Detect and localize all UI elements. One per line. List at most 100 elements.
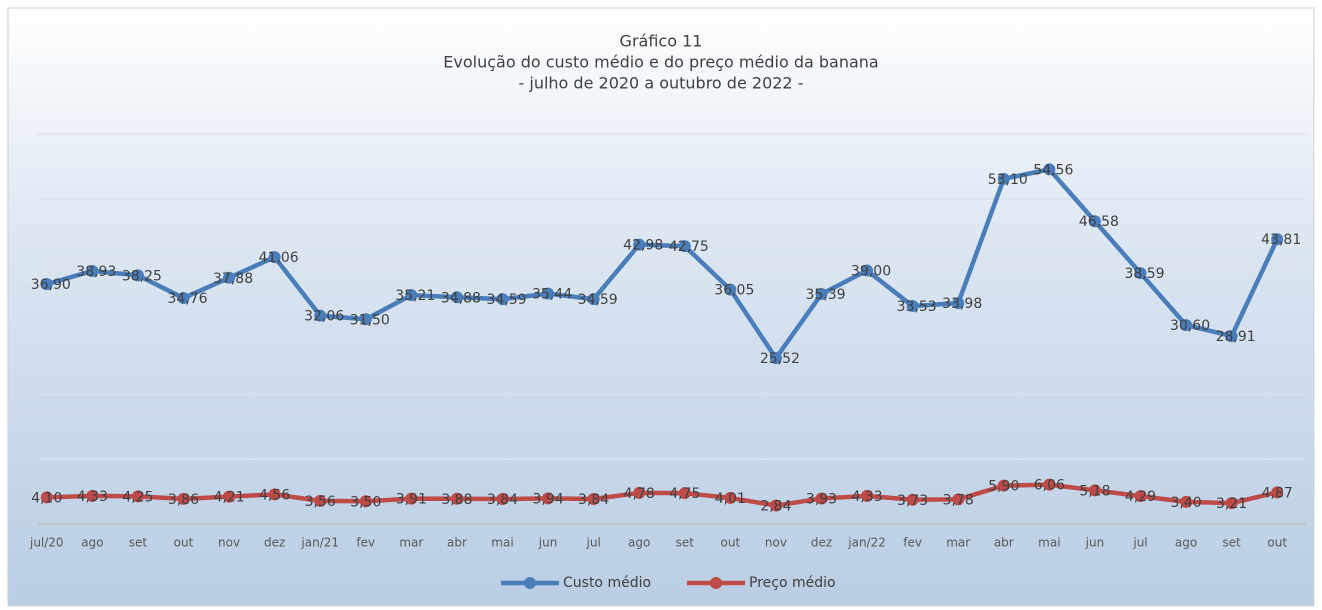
- data-label: 31,50: [350, 312, 390, 328]
- data-label: 2,84: [760, 499, 791, 515]
- data-point: [223, 271, 236, 284]
- data-point: [542, 287, 555, 300]
- data-point: [131, 490, 144, 503]
- x-tick-label: jun: [1085, 536, 1105, 550]
- data-point: [177, 492, 190, 505]
- x-tick-label: jun: [538, 536, 558, 550]
- x-tick-label: out: [1267, 536, 1287, 550]
- x-tick-label: ago: [1175, 536, 1197, 550]
- data-point: [268, 488, 281, 501]
- data-label: 37,88: [213, 271, 253, 287]
- data-point: [405, 492, 418, 505]
- data-point: [906, 300, 919, 313]
- legend-marker: [710, 577, 722, 589]
- x-tick-label: dez: [264, 536, 285, 550]
- data-label: 28,91: [1216, 329, 1256, 345]
- data-point: [861, 264, 874, 277]
- data-label: 3,56: [305, 494, 336, 510]
- data-point: [997, 172, 1010, 185]
- data-label: 3,50: [350, 494, 381, 510]
- data-label: 3,91: [396, 492, 427, 508]
- data-point: [177, 292, 190, 305]
- data-label: 4,25: [122, 489, 153, 505]
- data-point: [1043, 163, 1056, 176]
- x-tick-label: jul: [586, 536, 601, 550]
- x-tick-label: jul/20: [29, 536, 64, 550]
- data-label: 41,06: [259, 250, 299, 266]
- data-point: [40, 278, 53, 291]
- data-label: 4,75: [669, 486, 700, 502]
- x-tick-label: fev: [356, 536, 375, 550]
- x-tick-label: ago: [628, 536, 650, 550]
- data-label: 35,21: [395, 288, 435, 304]
- x-tick-label: set: [129, 536, 148, 550]
- data-label: 25,52: [760, 351, 800, 367]
- data-label: 33,53: [897, 299, 937, 315]
- data-label: 34,59: [578, 292, 618, 308]
- x-tick-label: mai: [491, 536, 513, 550]
- data-point: [268, 251, 281, 264]
- x-tick-label: fev: [903, 536, 922, 550]
- data-label: 4,10: [31, 490, 62, 506]
- data-point: [131, 269, 144, 282]
- data-label: 3,94: [532, 491, 563, 507]
- data-point: [1225, 330, 1238, 343]
- x-tick-label: abr: [447, 536, 467, 550]
- x-tick-label: out: [174, 536, 194, 550]
- data-label: 4,78: [624, 486, 655, 502]
- data-point: [1134, 267, 1147, 280]
- data-label: 39,00: [851, 264, 891, 280]
- data-label: 4,33: [77, 489, 108, 505]
- data-point: [678, 487, 691, 500]
- data-point: [1134, 490, 1147, 503]
- data-label: 30,60: [1170, 318, 1210, 334]
- x-tick-label: ago: [81, 536, 103, 550]
- data-label: 3,86: [168, 492, 199, 508]
- data-point: [359, 313, 372, 326]
- data-label: 43,81: [1261, 232, 1301, 248]
- data-label: 5,90: [988, 479, 1019, 495]
- data-label: 5,18: [1079, 483, 1110, 499]
- data-point: [86, 489, 99, 502]
- x-tick-label: mar: [946, 536, 970, 550]
- data-point: [496, 293, 509, 306]
- data-label: 3,88: [441, 492, 472, 508]
- legend-marker: [524, 577, 536, 589]
- data-label: 38,25: [122, 268, 162, 284]
- data-label: 38,59: [1124, 266, 1164, 282]
- data-point: [724, 491, 737, 504]
- data-label: 6,06: [1034, 478, 1065, 494]
- chart-title: Gráfico 11: [620, 32, 703, 51]
- data-point: [86, 264, 99, 277]
- x-tick-label: nov: [765, 536, 787, 550]
- x-tick-label: jan/21: [300, 536, 339, 550]
- data-point: [724, 283, 737, 296]
- series-line: [46, 482, 1278, 508]
- data-label: 3,93: [806, 491, 837, 507]
- data-point: [815, 287, 828, 300]
- data-label: 35,44: [532, 287, 572, 303]
- x-tick-label: abr: [994, 536, 1014, 550]
- data-label: 4,29: [1125, 489, 1156, 505]
- x-tick-label: set: [676, 536, 695, 550]
- data-label: 4,01: [715, 491, 746, 507]
- legend-label: Custo médio: [563, 575, 651, 591]
- data-label: 35,39: [805, 287, 845, 303]
- data-label: 4,56: [259, 487, 290, 503]
- data-point: [861, 489, 874, 502]
- data-label: 36,90: [31, 277, 71, 293]
- data-point: [633, 486, 646, 499]
- data-point: [1043, 478, 1056, 491]
- data-label: 36,05: [714, 283, 754, 299]
- legend-label: Preço médio: [749, 575, 836, 591]
- data-point: [450, 492, 463, 505]
- data-label: 4,87: [1262, 485, 1293, 501]
- data-point: [952, 297, 965, 310]
- x-tick-label: nov: [218, 536, 240, 550]
- x-tick-label: set: [1222, 536, 1241, 550]
- data-label: 54,56: [1033, 162, 1073, 178]
- chart-title: - julho de 2020 a outubro de 2022 -: [519, 74, 804, 93]
- data-label: 46,58: [1079, 214, 1119, 230]
- data-point: [496, 493, 509, 506]
- x-tick-label: mar: [399, 536, 423, 550]
